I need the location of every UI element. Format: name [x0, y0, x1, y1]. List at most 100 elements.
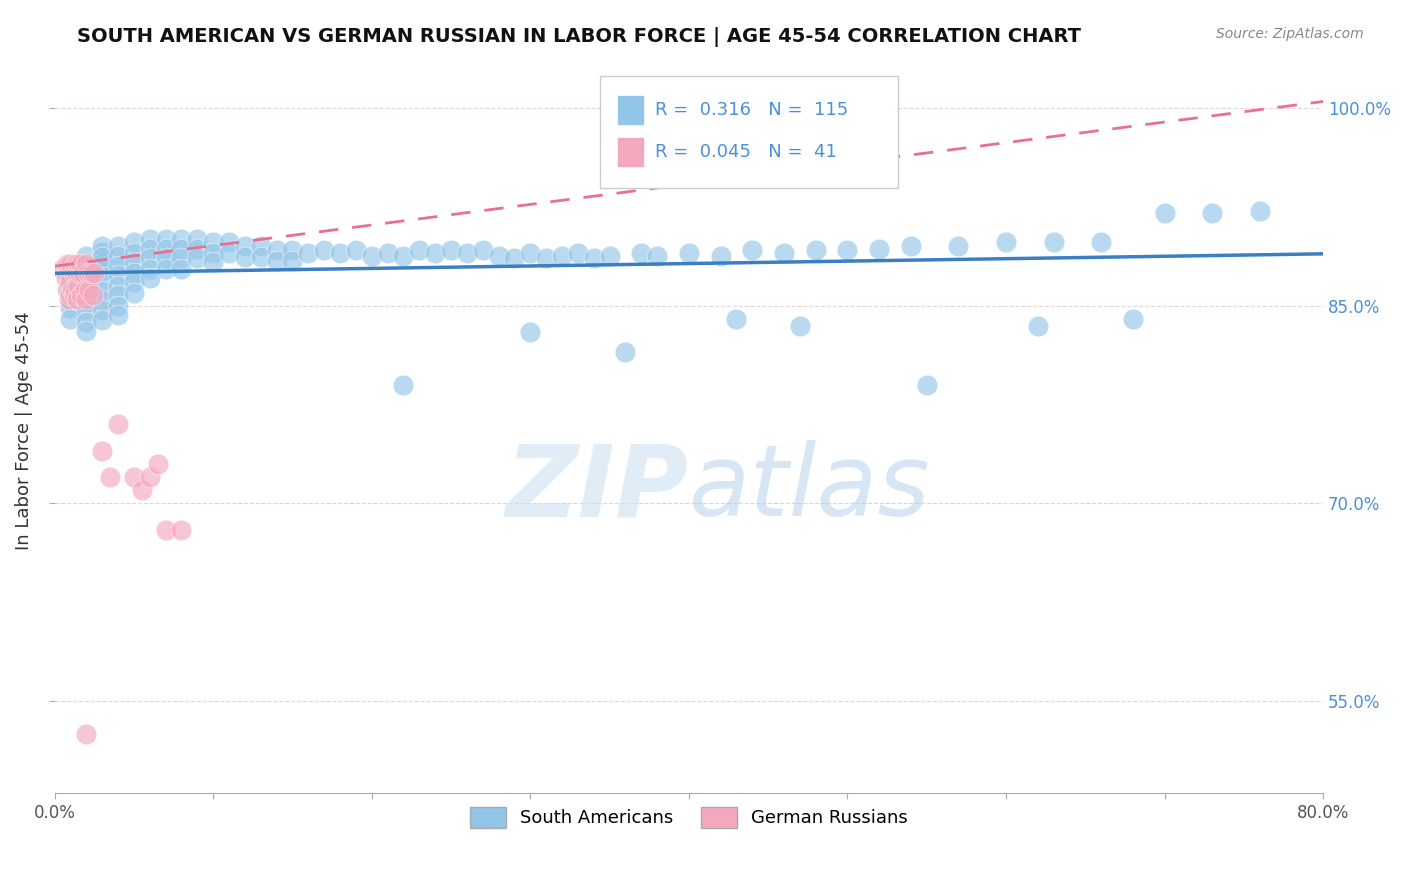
- Point: [1122, 312, 1144, 326]
- Point: [1153, 206, 1175, 220]
- Point: [170, 523, 193, 537]
- Point: [91, 250, 114, 264]
- Point: [82, 288, 104, 302]
- Point: [75, 266, 97, 280]
- Point: [122, 266, 145, 280]
- Point: [76, 266, 98, 280]
- Point: [519, 325, 541, 339]
- Point: [155, 523, 177, 537]
- Point: [170, 261, 193, 276]
- Point: [1201, 206, 1223, 220]
- Point: [63, 283, 86, 297]
- Point: [75, 304, 97, 318]
- Point: [1090, 235, 1112, 250]
- Point: [58, 292, 80, 306]
- Point: [218, 246, 240, 260]
- Point: [122, 285, 145, 300]
- Point: [75, 256, 97, 270]
- Point: [534, 252, 557, 266]
- Point: [107, 299, 129, 313]
- Point: [297, 246, 319, 260]
- Point: [75, 727, 97, 741]
- Point: [266, 254, 288, 268]
- Point: [186, 231, 208, 245]
- Point: [60, 283, 83, 297]
- Point: [91, 274, 114, 288]
- Point: [344, 244, 367, 258]
- Point: [62, 288, 84, 302]
- Point: [377, 246, 399, 260]
- Point: [155, 242, 177, 256]
- Point: [281, 254, 304, 268]
- Bar: [616, 95, 644, 125]
- Point: [51, 261, 73, 276]
- Point: [741, 244, 763, 258]
- Text: R =  0.045   N =  41: R = 0.045 N = 41: [655, 143, 837, 161]
- Bar: [616, 136, 644, 167]
- Point: [915, 377, 938, 392]
- Point: [233, 250, 256, 264]
- Point: [75, 268, 97, 283]
- Point: [107, 279, 129, 293]
- Point: [107, 239, 129, 253]
- Point: [155, 231, 177, 245]
- Point: [519, 246, 541, 260]
- Point: [91, 443, 114, 458]
- Point: [56, 256, 79, 270]
- Point: [645, 249, 668, 263]
- Point: [138, 261, 160, 276]
- Point: [314, 244, 336, 258]
- Point: [789, 318, 811, 333]
- Point: [131, 483, 153, 498]
- Point: [67, 279, 90, 293]
- Point: [471, 244, 494, 258]
- Point: [155, 261, 177, 276]
- Point: [868, 242, 890, 256]
- Point: [122, 255, 145, 269]
- Point: [1042, 235, 1064, 250]
- Y-axis label: In Labor Force | Age 45-54: In Labor Force | Age 45-54: [15, 311, 32, 550]
- Point: [63, 256, 86, 270]
- Point: [567, 246, 589, 260]
- Text: Source: ZipAtlas.com: Source: ZipAtlas.com: [1216, 27, 1364, 41]
- Point: [249, 250, 271, 264]
- Point: [107, 288, 129, 302]
- Point: [107, 259, 129, 273]
- Point: [107, 249, 129, 263]
- Point: [170, 242, 193, 256]
- Text: atlas: atlas: [689, 441, 931, 537]
- Point: [503, 252, 526, 266]
- Point: [329, 246, 352, 260]
- Point: [360, 249, 382, 263]
- Point: [75, 259, 97, 273]
- Point: [408, 244, 430, 258]
- Point: [423, 246, 446, 260]
- Point: [202, 246, 225, 260]
- Point: [75, 314, 97, 328]
- Point: [75, 249, 97, 263]
- Point: [91, 313, 114, 327]
- Point: [266, 244, 288, 258]
- Point: [440, 244, 463, 258]
- Point: [218, 235, 240, 250]
- Point: [107, 417, 129, 432]
- Point: [456, 246, 478, 260]
- Point: [837, 244, 859, 258]
- Point: [170, 252, 193, 266]
- Text: R =  0.316   N =  115: R = 0.316 N = 115: [655, 101, 848, 119]
- Point: [59, 301, 82, 316]
- Point: [59, 272, 82, 286]
- Point: [58, 266, 80, 280]
- Point: [75, 256, 97, 270]
- Point: [233, 239, 256, 253]
- Point: [59, 292, 82, 306]
- Point: [138, 242, 160, 256]
- Point: [75, 285, 97, 300]
- Point: [107, 308, 129, 322]
- Point: [79, 283, 101, 297]
- Point: [72, 266, 94, 280]
- Point: [122, 275, 145, 289]
- Point: [75, 277, 97, 292]
- Point: [630, 246, 652, 260]
- Point: [73, 283, 96, 297]
